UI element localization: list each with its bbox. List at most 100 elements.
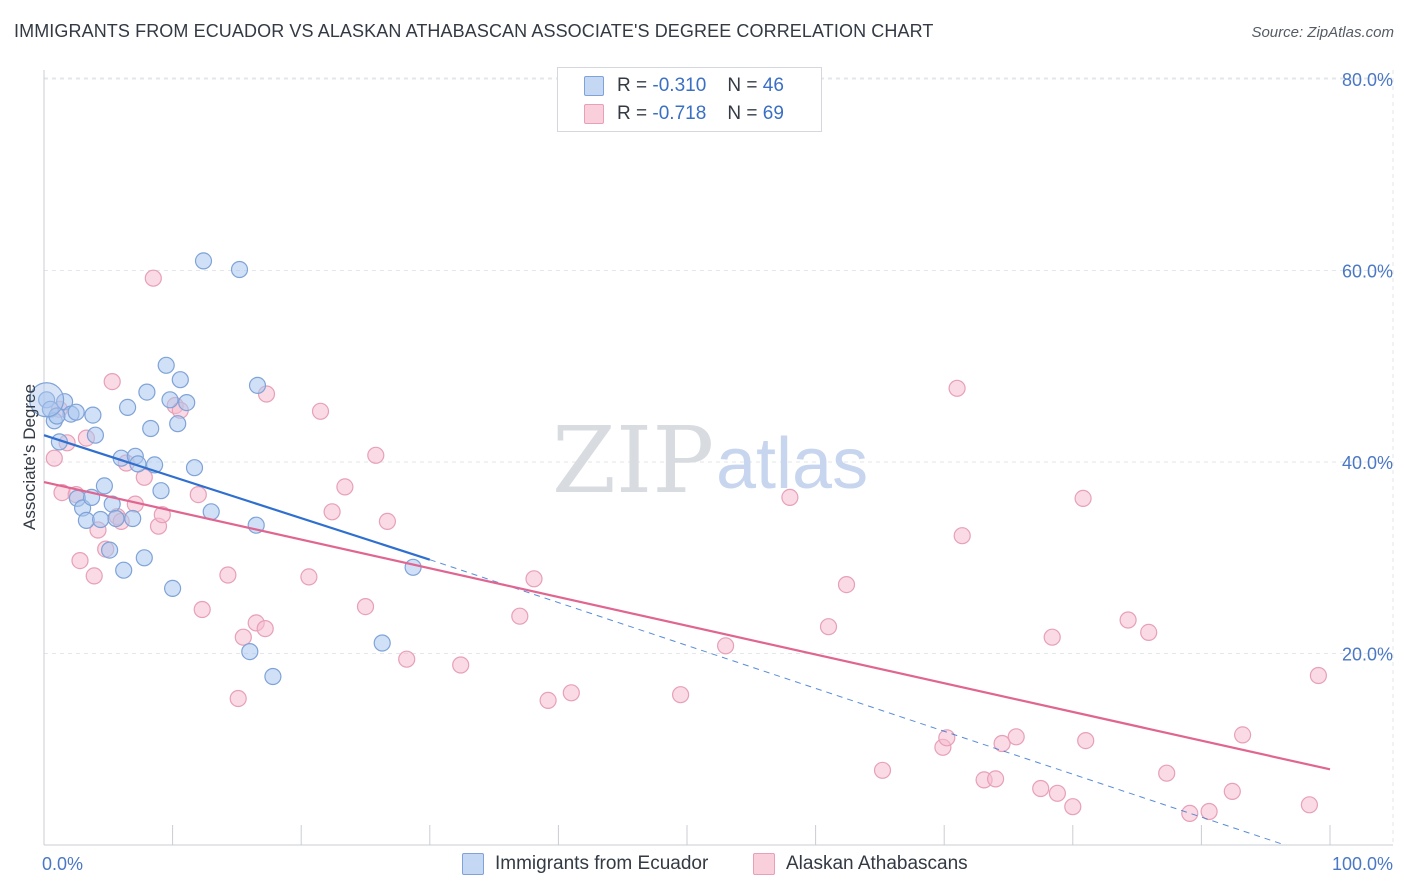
pink-point-66	[1200, 802, 1218, 821]
blue-point-16	[100, 541, 119, 559]
pink-point-10	[103, 373, 121, 391]
pink-point-56	[1032, 779, 1050, 798]
blue-point-12	[77, 511, 96, 530]
blue-point-37	[194, 252, 213, 270]
pink-trend-line	[43, 481, 1331, 771]
pink-point-40	[539, 691, 557, 710]
y-tick-label-20: 20.0%	[1342, 645, 1393, 665]
pink-point-49	[938, 729, 956, 747]
blue-point-6	[48, 407, 66, 425]
blue-trend-line	[43, 434, 431, 561]
pink-point-68	[1233, 726, 1252, 744]
blue-point-30	[157, 356, 175, 374]
blue-point-35	[178, 394, 196, 412]
legend-box: R = -0.310 N = 46 R = -0.718 N = 69	[557, 67, 822, 132]
legend-swatch-pink	[584, 104, 604, 124]
blue-point-8	[84, 406, 102, 424]
blue-point-36	[185, 459, 204, 477]
blue-points	[28, 252, 422, 686]
pink-point-39	[525, 570, 543, 588]
pink-point-22	[193, 600, 211, 619]
blue-point-27	[142, 419, 160, 438]
legend-n-label: N =	[727, 103, 758, 124]
bottom-legend-swatch-pink	[753, 853, 775, 875]
tick-labels: 20.0% 40.0% 60.0% 80.0% 0.0% 100.0%	[42, 70, 1393, 874]
blue-point-25	[135, 549, 153, 567]
pink-point-5	[71, 551, 89, 570]
pink-point-54	[993, 734, 1011, 753]
blue-point-20	[115, 561, 133, 579]
pink-point-60	[1074, 489, 1092, 507]
pink-point-63	[1140, 623, 1158, 642]
chart-title: IMMIGRANTS FROM ECUADOR VS ALASKAN ATHAB…	[14, 21, 934, 41]
pink-point-21	[189, 486, 207, 504]
axes	[43, 70, 1393, 846]
pink-point-37	[452, 656, 470, 674]
legend-swatch-blue	[584, 76, 604, 96]
bottom-legend-swatch-blue	[462, 853, 484, 875]
pink-point-18	[153, 506, 171, 524]
blue-point-large	[28, 382, 65, 418]
pink-point-35	[378, 512, 396, 531]
bottom-legend-label-blue: Immigrants from Ecuador	[495, 853, 709, 874]
pink-point-44	[781, 488, 799, 506]
blue-point-39	[230, 260, 249, 279]
pink-point-43	[716, 637, 735, 655]
x-tick-label-0: 0.0%	[42, 854, 83, 874]
pink-point-30	[311, 402, 330, 420]
legend-n-value: 46	[762, 75, 784, 96]
legend-r-label: R =	[617, 75, 648, 96]
legend-r-value: -0.310	[652, 75, 707, 96]
pink-point-38	[511, 607, 529, 625]
pink-point-42	[671, 686, 690, 704]
blue-point-18	[107, 509, 125, 528]
pink-point-70	[1309, 666, 1328, 685]
blue-point-40	[241, 642, 259, 661]
pink-point-29	[300, 568, 318, 586]
pink-point-67	[1223, 782, 1241, 801]
blue-point-29	[152, 482, 170, 500]
legend-text-pink: R = -0.718 N = 69	[617, 102, 784, 126]
legend-n-value: 69	[762, 103, 784, 124]
blue-trend-extension	[429, 559, 1286, 846]
pink-point-34	[367, 446, 385, 464]
blue-point-42	[248, 376, 267, 394]
pink-point-58	[1048, 784, 1067, 802]
blue-point-45	[404, 558, 422, 576]
pink-point-57	[1043, 628, 1061, 646]
watermark: ZIP atlas	[552, 407, 868, 514]
blue-point-21	[118, 398, 137, 416]
pink-point-45	[819, 618, 838, 636]
legend-r-label: R =	[617, 103, 648, 124]
blue-point-33	[169, 415, 187, 433]
blue-point-22	[124, 509, 142, 528]
pink-point-23	[219, 566, 237, 584]
pink-point-33	[356, 597, 375, 616]
pink-point-31	[323, 503, 341, 521]
pink-point-62	[1119, 611, 1137, 629]
pink-point-69	[1300, 796, 1319, 814]
pink-point-24	[229, 689, 247, 708]
pink-point-51	[953, 527, 971, 545]
blue-point-31	[161, 391, 179, 409]
y-tick-label-40: 40.0%	[1342, 453, 1393, 473]
blue-point-7	[67, 403, 85, 421]
x-tick-label-100: 100.0%	[1332, 854, 1393, 874]
pink-point-50	[948, 379, 966, 397]
pink-point-7	[85, 567, 103, 585]
legend-n-label: N =	[727, 75, 758, 96]
legend-r-value: -0.718	[652, 103, 707, 124]
blue-point-9	[86, 426, 105, 444]
pink-points	[45, 269, 1328, 823]
blue-point-15	[95, 477, 114, 495]
pink-point-55	[1007, 728, 1025, 746]
trend-lines	[43, 434, 1331, 846]
pink-point-41	[562, 684, 580, 702]
source-credit: Source: ZipAtlas.com	[1251, 24, 1394, 41]
y-tick-label-60: 60.0%	[1342, 262, 1393, 282]
pink-point-0	[45, 449, 63, 467]
blue-point-32	[164, 579, 182, 598]
pink-point-46	[837, 575, 856, 594]
blue-point-44	[373, 634, 391, 652]
